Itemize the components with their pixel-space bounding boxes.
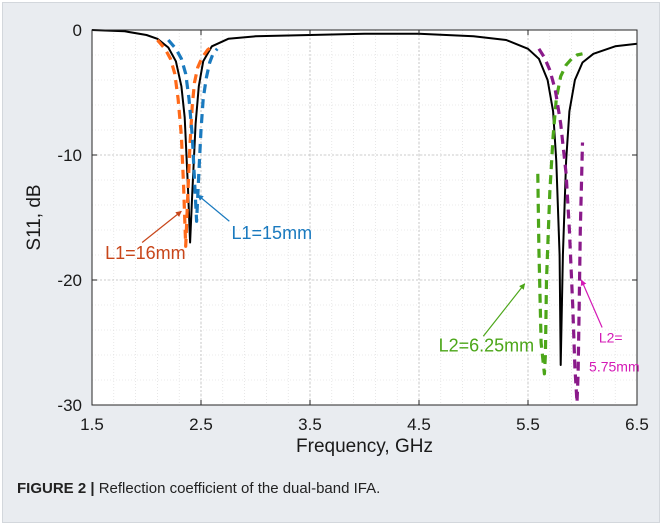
annotation-arrow xyxy=(141,210,182,243)
caption-text: Reflection coefficient of the dual-band … xyxy=(94,480,381,497)
caption-label: FIGURE 2 | xyxy=(17,480,95,497)
annotation-label: L1=15mm xyxy=(232,223,313,243)
series-line-2 xyxy=(156,38,213,248)
x-tick-label: 3.5 xyxy=(298,415,322,434)
series-line-3 xyxy=(167,38,219,223)
annotation-label: L1=16mm xyxy=(105,243,186,263)
annotation-arrow xyxy=(482,283,526,337)
series-layer xyxy=(91,29,638,405)
y-tick-label: -30 xyxy=(57,396,82,415)
y-tick-label: -10 xyxy=(57,146,82,165)
x-tick-label: 1.5 xyxy=(80,415,104,434)
y-axis-label: S11, dB xyxy=(24,184,45,250)
series-line-1 xyxy=(91,29,638,366)
figure-caption: FIGURE 2 | Reflection coefficient of the… xyxy=(17,480,380,497)
series-line-4 xyxy=(536,52,583,376)
y-tick-label: -20 xyxy=(57,271,82,290)
plot-border xyxy=(91,29,638,406)
annotation-label: L2= xyxy=(599,330,623,346)
x-tick-label: 5.5 xyxy=(516,415,540,434)
annotation-label: L2=6.25mm xyxy=(439,335,535,355)
annotation-arrow xyxy=(197,194,230,222)
annotation-arrow xyxy=(580,279,603,328)
x-tick-label: 4.5 xyxy=(407,415,431,434)
annotation-label: 5.75mm xyxy=(589,358,640,374)
x-tick-label: 6.5 xyxy=(625,415,649,434)
y-tick-label: 0 xyxy=(73,21,82,40)
x-axis-label: Frequency, GHz xyxy=(296,436,433,457)
tick-layer: 1.5 2.5 3.5 4.5 5.5 6.5 0 -10 -20 -30 xyxy=(57,21,648,434)
annotation-layer: L1=16mm L1=15mm L2=6.25mm L2= 5.75mm xyxy=(105,194,640,374)
x-tick-label: 2.5 xyxy=(189,415,213,434)
s11-chart: 1.5 2.5 3.5 4.5 5.5 6.50-10-20-30 L1=16mmL1=1… xyxy=(24,21,649,457)
